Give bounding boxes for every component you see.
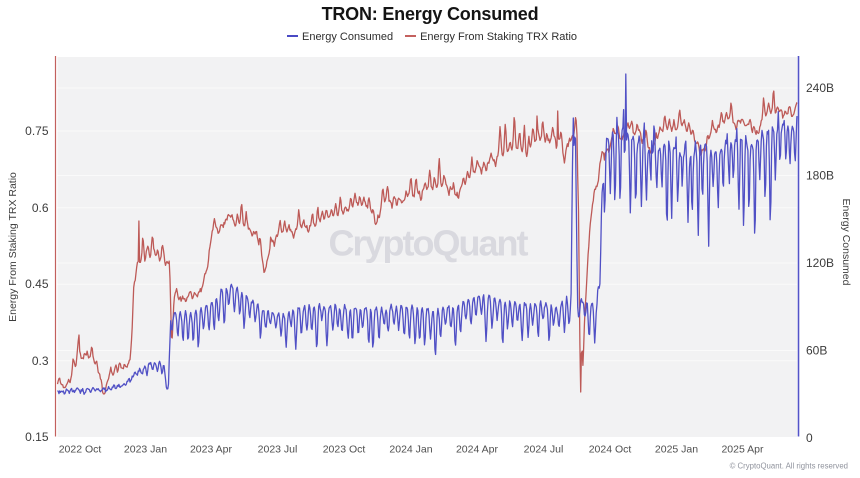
svg-text:2025 Jan: 2025 Jan bbox=[655, 444, 698, 456]
svg-text:2023 Jan: 2023 Jan bbox=[124, 444, 167, 456]
svg-text:240B: 240B bbox=[806, 81, 834, 95]
svg-text:2024 Jul: 2024 Jul bbox=[524, 444, 564, 456]
svg-text:2025 Apr: 2025 Apr bbox=[721, 444, 764, 456]
svg-text:Energy Consumed: Energy Consumed bbox=[840, 199, 852, 286]
svg-text:0.3: 0.3 bbox=[32, 354, 49, 368]
svg-text:0.15: 0.15 bbox=[25, 430, 49, 444]
svg-text:2023 Jul: 2023 Jul bbox=[258, 444, 298, 456]
svg-text:180B: 180B bbox=[806, 169, 834, 183]
svg-text:0.45: 0.45 bbox=[25, 277, 49, 291]
svg-text:60B: 60B bbox=[806, 344, 827, 358]
svg-text:0.75: 0.75 bbox=[25, 124, 49, 138]
svg-text:2022 Oct: 2022 Oct bbox=[59, 444, 102, 456]
svg-text:0.6: 0.6 bbox=[32, 201, 49, 215]
svg-text:CryptoQuant: CryptoQuant bbox=[329, 223, 529, 264]
svg-text:2024 Apr: 2024 Apr bbox=[456, 444, 499, 456]
svg-text:2023 Apr: 2023 Apr bbox=[190, 444, 233, 456]
svg-text:2024 Oct: 2024 Oct bbox=[589, 444, 632, 456]
svg-text:120B: 120B bbox=[806, 256, 834, 270]
svg-text:0: 0 bbox=[806, 431, 813, 445]
svg-text:© CryptoQuant. All rights rese: © CryptoQuant. All rights reserved bbox=[730, 462, 848, 471]
svg-text:2023 Oct: 2023 Oct bbox=[323, 444, 366, 456]
svg-text:2024 Jan: 2024 Jan bbox=[389, 444, 432, 456]
svg-text:Energy From Staking TRX Ratio: Energy From Staking TRX Ratio bbox=[7, 172, 19, 322]
